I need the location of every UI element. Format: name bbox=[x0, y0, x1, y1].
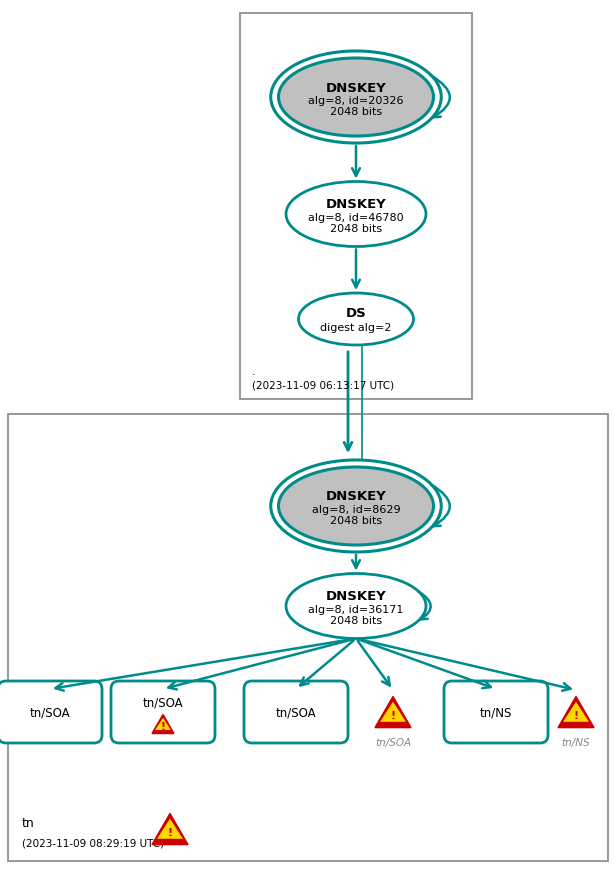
Text: DS: DS bbox=[346, 307, 367, 320]
Polygon shape bbox=[152, 814, 188, 845]
Text: 2048 bits: 2048 bits bbox=[330, 107, 382, 117]
FancyBboxPatch shape bbox=[111, 681, 215, 743]
Polygon shape bbox=[375, 696, 411, 728]
Text: tn/SOA: tn/SOA bbox=[143, 695, 184, 709]
Text: (2023-11-09 06:13:17 UTC): (2023-11-09 06:13:17 UTC) bbox=[252, 381, 394, 390]
Ellipse shape bbox=[299, 294, 413, 346]
Ellipse shape bbox=[278, 467, 434, 545]
Text: tn/SOA: tn/SOA bbox=[375, 738, 411, 747]
Text: alg=8, id=8629: alg=8, id=8629 bbox=[312, 504, 400, 515]
Text: tn/SOA: tn/SOA bbox=[276, 706, 316, 718]
Text: digest alg=2: digest alg=2 bbox=[320, 323, 392, 332]
Text: (2023-11-09 08:29:19 UTC): (2023-11-09 08:29:19 UTC) bbox=[22, 838, 164, 848]
Text: 2048 bits: 2048 bits bbox=[330, 224, 382, 234]
Ellipse shape bbox=[278, 59, 434, 137]
Text: alg=8, id=20326: alg=8, id=20326 bbox=[308, 96, 403, 106]
Polygon shape bbox=[558, 696, 594, 728]
FancyBboxPatch shape bbox=[8, 415, 608, 861]
Text: tn/NS: tn/NS bbox=[480, 706, 512, 718]
Text: DNSKEY: DNSKEY bbox=[326, 490, 386, 503]
Polygon shape bbox=[380, 702, 406, 722]
Text: !: ! bbox=[573, 709, 578, 720]
Polygon shape bbox=[157, 819, 183, 838]
Text: !: ! bbox=[160, 721, 166, 731]
Text: !: ! bbox=[391, 709, 395, 720]
Text: 2048 bits: 2048 bits bbox=[330, 516, 382, 525]
Polygon shape bbox=[152, 715, 174, 734]
FancyBboxPatch shape bbox=[0, 681, 102, 743]
Ellipse shape bbox=[286, 574, 426, 638]
Text: alg=8, id=46780: alg=8, id=46780 bbox=[308, 213, 404, 223]
Text: !: ! bbox=[168, 827, 172, 837]
Polygon shape bbox=[563, 702, 589, 722]
Text: DNSKEY: DNSKEY bbox=[326, 82, 386, 95]
Text: .: . bbox=[252, 367, 256, 376]
Text: tn/NS: tn/NS bbox=[562, 738, 590, 747]
Text: DNSKEY: DNSKEY bbox=[326, 590, 386, 602]
Text: 2048 bits: 2048 bits bbox=[330, 616, 382, 625]
FancyBboxPatch shape bbox=[444, 681, 548, 743]
FancyBboxPatch shape bbox=[244, 681, 348, 743]
Ellipse shape bbox=[286, 182, 426, 247]
Text: DNSKEY: DNSKEY bbox=[326, 198, 386, 211]
FancyBboxPatch shape bbox=[240, 14, 472, 400]
Text: alg=8, id=36171: alg=8, id=36171 bbox=[309, 604, 403, 614]
Polygon shape bbox=[155, 718, 171, 731]
Text: tn/SOA: tn/SOA bbox=[30, 706, 70, 718]
Text: tn: tn bbox=[22, 816, 34, 830]
